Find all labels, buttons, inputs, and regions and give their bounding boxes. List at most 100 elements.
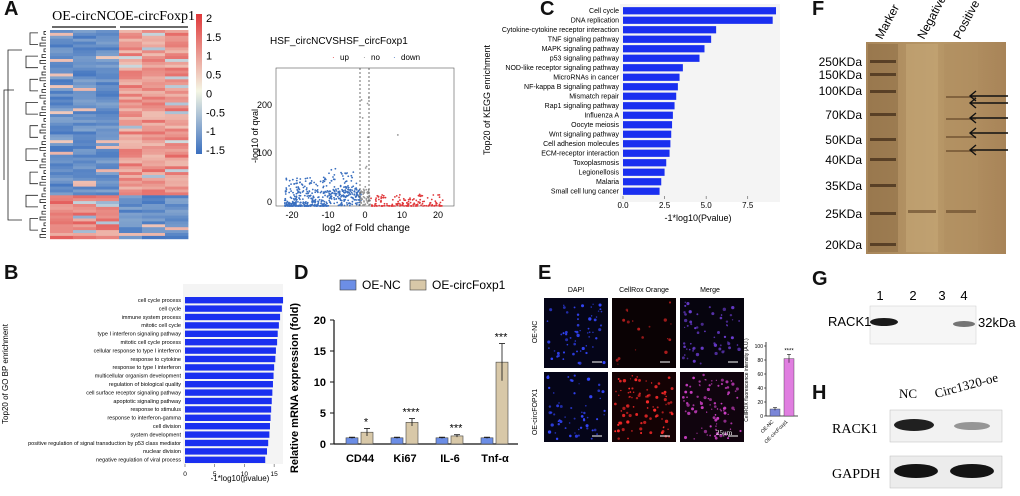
volcano-point-down <box>296 198 298 201</box>
volcano-point-down <box>304 180 307 183</box>
heatmap-cell <box>165 215 189 219</box>
heatmap-cell <box>73 114 97 118</box>
volcano-point-down <box>284 190 287 193</box>
volcano-point-up <box>435 203 438 205</box>
heatmap-cell <box>165 105 189 109</box>
cell-signal-dot <box>696 432 698 434</box>
volcano-point-no <box>364 167 367 169</box>
heatmap-cell <box>50 90 74 95</box>
heatmap-cell <box>73 186 97 190</box>
volcano-point-down <box>311 201 314 204</box>
cell-signal-dot <box>689 390 693 394</box>
heatmap-cell <box>96 224 120 228</box>
positive-band <box>946 118 976 120</box>
cell-signal-dot <box>726 324 728 326</box>
x-tick-label: 0.0 <box>617 201 629 210</box>
heatmap-cell <box>165 154 189 158</box>
heatmap-cell <box>50 102 74 106</box>
volcano-point-down <box>299 201 302 204</box>
heatmap-cell <box>96 64 120 69</box>
cell-signal-dot <box>552 392 555 394</box>
cell-signal-dot <box>694 326 697 330</box>
volcano-point-no <box>366 136 369 139</box>
heatmap-cell <box>142 169 166 173</box>
enrichment-bar <box>623 73 680 81</box>
heatmap-cell <box>50 137 74 141</box>
panel-label-a: A <box>4 0 19 20</box>
kegg-xlabel: -1*log10(Pvalue) <box>664 213 731 223</box>
cell-signal-dot <box>566 343 569 346</box>
heatmap-cell <box>50 32 74 37</box>
heatmap-cell <box>50 119 74 124</box>
cell-signal-dot <box>686 396 688 399</box>
volcano-point-down <box>323 180 326 183</box>
volcano-point-up <box>405 204 407 207</box>
heatmap-cell <box>50 209 74 214</box>
heatmap-cell <box>165 183 189 187</box>
heatmap-cell <box>165 117 189 121</box>
heatmap-cell <box>119 189 143 193</box>
cell-signal-dot <box>731 319 734 321</box>
cell-signal-dot <box>695 326 699 329</box>
cell-signal-dot <box>647 396 649 398</box>
volcano-xticks: -20 -10 0 10 20 <box>285 210 443 220</box>
heatmap-cell <box>50 212 74 216</box>
heatmap-cell <box>96 125 120 129</box>
cell-signal-dot <box>590 437 593 440</box>
volcano-point-down <box>354 196 357 198</box>
volcano-point-no <box>369 199 371 202</box>
heatmap-cell <box>50 186 74 190</box>
heatmap-cell <box>96 215 120 219</box>
cell-signal-dot <box>555 437 559 441</box>
cell-signal-dot <box>587 327 590 330</box>
arrow-icon <box>968 144 1008 156</box>
cell-signal-dot <box>626 404 628 407</box>
cell-signal-dot <box>628 413 632 418</box>
cell-signal-dot <box>588 336 591 338</box>
heatmap-cell <box>96 137 120 141</box>
volcano-point-up <box>398 196 400 199</box>
heatmap-cell <box>73 177 97 182</box>
heatmap-cell <box>142 209 166 214</box>
heatmap-cell <box>142 125 166 129</box>
cell-signal-dot <box>625 411 629 415</box>
negative-band <box>908 210 936 213</box>
enrichment-term-label: Toxoplasmosis <box>573 160 619 167</box>
volcano-point-down <box>349 190 352 193</box>
volcano-point-down <box>306 190 309 193</box>
volcano-point-down <box>309 205 312 207</box>
heatmap-cell <box>73 201 97 205</box>
heatmap-cell <box>142 44 166 48</box>
heatmap-cell <box>119 47 143 51</box>
volcano-point-up <box>412 203 415 206</box>
cell-signal-dot <box>593 318 597 322</box>
cell-signal-dot <box>725 320 729 323</box>
heatmap-cell <box>142 235 166 240</box>
cell-signal-dot <box>698 380 701 383</box>
heatmap-cell <box>119 215 143 219</box>
volcano-plot: HSF_circNCVSHSF_circFoxp1 · up · no · do… <box>250 36 455 234</box>
cell-signal-dot <box>636 376 639 378</box>
heatmap-cell <box>165 64 189 69</box>
heatmap-cell <box>142 122 166 127</box>
cell-signal-dot <box>715 423 718 425</box>
volcano-point-no <box>360 190 363 193</box>
volcano-point-down <box>284 193 287 195</box>
cell-signal-dot <box>656 406 659 409</box>
heatmap-cell <box>73 131 97 135</box>
heatmap-cell <box>73 44 97 48</box>
volcano-point-no <box>360 99 363 101</box>
volcano-point-down <box>320 200 323 203</box>
cell-signal-dot <box>696 410 698 412</box>
heatmap-cell <box>73 192 97 196</box>
volcano-point-up <box>394 205 396 207</box>
cell-signal-dot <box>655 414 659 418</box>
volcano-point-up <box>375 205 378 207</box>
cell-signal-dot <box>617 423 620 426</box>
volcano-point-up <box>435 201 438 204</box>
sample-bands <box>908 96 976 213</box>
volcano-point-down <box>341 175 344 177</box>
volcano-point-down <box>304 177 307 180</box>
heatmap-cell <box>165 192 189 196</box>
heatmap-cell <box>165 180 189 185</box>
